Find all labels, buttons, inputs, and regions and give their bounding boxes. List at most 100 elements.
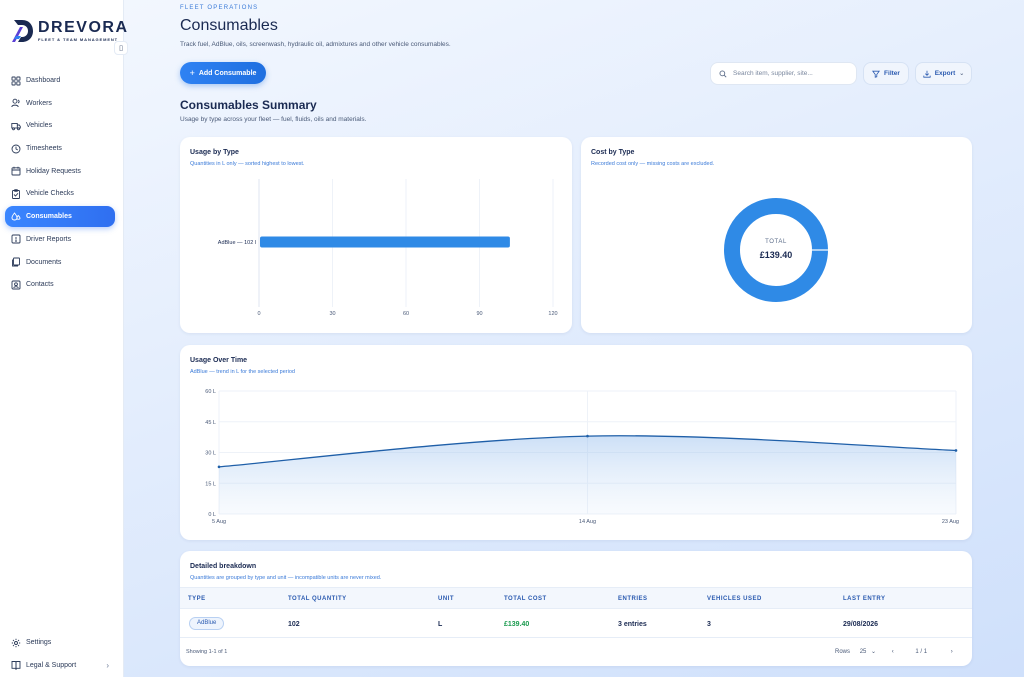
table-header: TYPE TOTAL QUANTITY UNIT TOTAL COST ENTR… bbox=[180, 587, 972, 609]
card-subtitle: Quantities in L only — sorted highest to… bbox=[190, 161, 305, 167]
brand-tagline: FLEET & TEAM MANAGEMENT bbox=[38, 37, 119, 42]
contact-icon bbox=[11, 280, 21, 290]
sidebar-item-settings[interactable]: Settings bbox=[5, 632, 115, 653]
card-subtitle: Quantities are grouped by type and unit … bbox=[190, 575, 382, 581]
y-tick-label: 45 L bbox=[205, 420, 216, 426]
column-header-type[interactable]: TYPE bbox=[188, 596, 206, 602]
filter-button[interactable]: Filter bbox=[863, 62, 909, 85]
page-description: Track fuel, AdBlue, oils, screenwash, hy… bbox=[180, 41, 451, 48]
chevron-down-icon: ⌄ bbox=[871, 649, 877, 655]
sidebar-item-workers[interactable]: Workers bbox=[5, 93, 115, 114]
sidebar-item-label: Timesheets bbox=[26, 145, 62, 153]
x-tick-label: 120 bbox=[548, 311, 557, 317]
search-input[interactable]: Search item, supplier, site... bbox=[710, 62, 857, 85]
card-title: Usage Over Time bbox=[190, 357, 248, 364]
sidebar-nav: Dashboard Workers Vehicles Timesheets Ho… bbox=[5, 70, 115, 297]
plus-icon: + bbox=[189, 68, 195, 78]
card-title: Cost by Type bbox=[591, 149, 635, 156]
rows-per-page-value: 25 bbox=[859, 649, 867, 655]
card-title: Detailed breakdown bbox=[190, 563, 257, 570]
sidebar-toggle-button[interactable]: ▯ bbox=[114, 41, 128, 55]
pagination-summary: Showing 1-1 of 1 bbox=[186, 649, 228, 655]
sidebar-item-label: Consumables bbox=[26, 213, 72, 221]
sidebar-item-label: Workers bbox=[26, 99, 52, 107]
summary-description: Usage by type across your fleet — fuel, … bbox=[180, 116, 367, 123]
cell-last-entry: 29/08/2026 bbox=[843, 621, 879, 628]
clipboard-icon bbox=[12, 189, 20, 199]
card-subtitle: AdBlue — trend in L for the selected per… bbox=[190, 369, 295, 375]
sidebar-item-label: Dashboard bbox=[26, 77, 61, 84]
next-page-button[interactable]: › bbox=[950, 649, 953, 655]
x-tick-label: 30 bbox=[329, 311, 335, 317]
usage-area-chart: 0 L 15 L 30 L 45 L 60 L 5 Aug 14 Aug 23 Aug bbox=[205, 389, 959, 525]
sidebar-item-label: Documents bbox=[26, 258, 62, 266]
column-header-entries[interactable]: ENTRIES bbox=[618, 596, 648, 602]
data-point bbox=[954, 449, 958, 452]
column-header-total-cost[interactable]: TOTAL COST bbox=[504, 596, 547, 602]
cell-total-quantity: 102 bbox=[288, 621, 300, 628]
cell-vehicles-used: 3 bbox=[707, 621, 711, 628]
x-tick-label: 23 Aug bbox=[942, 519, 959, 525]
sidebar-item-label: Vehicle Checks bbox=[26, 190, 74, 198]
column-header-last-entry[interactable]: LAST ENTRY bbox=[843, 596, 886, 602]
files-icon bbox=[12, 257, 20, 267]
data-point bbox=[217, 465, 221, 469]
filter-label: Filter bbox=[884, 70, 900, 77]
sidebar-toggle-icon: ▯ bbox=[119, 45, 123, 52]
search-placeholder: Search item, supplier, site... bbox=[733, 70, 813, 77]
column-header-total-quantity[interactable]: TOTAL QUANTITY bbox=[288, 596, 347, 602]
card-subtitle: Recorded cost only — missing costs are e… bbox=[591, 161, 715, 167]
chevron-right-icon: › bbox=[106, 660, 109, 670]
user-icon bbox=[11, 98, 20, 108]
donut-total-label: TOTAL bbox=[765, 239, 787, 245]
cost-by-type-card: Cost by Type Recorded cost only — missin… bbox=[581, 137, 972, 333]
page-eyebrow: FLEET OPERATIONS bbox=[180, 5, 259, 11]
cell-total-cost: £139.40 bbox=[504, 621, 530, 628]
brand-logo[interactable]: DREVORA FLEET & TEAM MANAGEMENT bbox=[10, 18, 129, 44]
rows-per-page-select[interactable]: 25 ⌄ bbox=[860, 649, 878, 655]
sidebar-item-vehicle-checks[interactable]: Vehicle Checks bbox=[5, 183, 115, 204]
usage-by-type-card: Usage by Type Quantities in L only — sor… bbox=[180, 137, 572, 333]
page-title: Consumables bbox=[180, 17, 278, 34]
add-consumable-label: Add Consumable bbox=[198, 69, 257, 77]
sidebar-item-vehicles[interactable]: Vehicles bbox=[5, 115, 115, 136]
export-button[interactable]: Export ⌄ bbox=[915, 62, 972, 85]
table-row[interactable]: AdBlue 102 L £139.40 3 entries 3 29/08/2… bbox=[180, 610, 972, 638]
chevron-down-icon: ⌄ bbox=[959, 71, 965, 77]
y-tick-label: 0 L bbox=[208, 512, 216, 518]
sidebar-item-label: Settings bbox=[26, 639, 52, 646]
prev-page-button[interactable]: ‹ bbox=[891, 649, 894, 655]
sidebar-item-label: Contacts bbox=[26, 281, 54, 289]
page-indicator: 1 / 1 bbox=[915, 649, 928, 655]
sidebar-item-label: Vehicles bbox=[26, 122, 53, 130]
pagination-controls: Rows 25 ⌄ ‹ 1 / 1 › bbox=[835, 648, 953, 655]
sidebar-item-dashboard[interactable]: Dashboard bbox=[5, 70, 115, 91]
rows-label: Rows bbox=[835, 649, 851, 655]
sidebar-item-label: Holiday Requests bbox=[26, 167, 81, 175]
cell-entries: 3 entries bbox=[618, 621, 647, 628]
x-tick-label: 90 bbox=[476, 311, 482, 317]
add-consumable-button[interactable]: + Add Consumable bbox=[180, 62, 266, 84]
y-tick-label: 15 L bbox=[205, 481, 216, 487]
export-label: Export bbox=[934, 70, 956, 77]
sidebar-item-contacts[interactable]: Contacts bbox=[5, 274, 115, 295]
column-header-unit[interactable]: UNIT bbox=[438, 596, 454, 602]
cost-donut-chart bbox=[724, 198, 828, 302]
x-tick-label: 5 Aug bbox=[212, 519, 226, 525]
sidebar-item-timesheets[interactable]: Timesheets bbox=[5, 138, 115, 159]
x-tick-label: 60 bbox=[403, 311, 409, 317]
sidebar: DREVORA FLEET & TEAM MANAGEMENT ▯ Dashbo… bbox=[0, 0, 128, 677]
truck-icon bbox=[11, 122, 21, 131]
column-header-vehicles-used[interactable]: VEHICLES USED bbox=[707, 596, 762, 602]
sidebar-item-driver-reports[interactable]: Driver Reports bbox=[5, 229, 115, 250]
sidebar-item-legal-support[interactable]: Legal & Support › bbox=[5, 655, 115, 676]
sidebar-item-consumables[interactable]: Consumables bbox=[5, 206, 115, 228]
sidebar-item-holiday-requests[interactable]: Holiday Requests bbox=[5, 161, 115, 182]
brand-name: DREVORA bbox=[38, 19, 129, 36]
summary-title: Consumables Summary bbox=[180, 98, 317, 112]
x-tick-label: 14 Aug bbox=[579, 519, 596, 525]
grid-icon bbox=[11, 76, 21, 85]
alert-icon bbox=[11, 234, 21, 244]
card-title: Usage by Type bbox=[190, 149, 239, 156]
sidebar-item-documents[interactable]: Documents bbox=[5, 252, 115, 273]
